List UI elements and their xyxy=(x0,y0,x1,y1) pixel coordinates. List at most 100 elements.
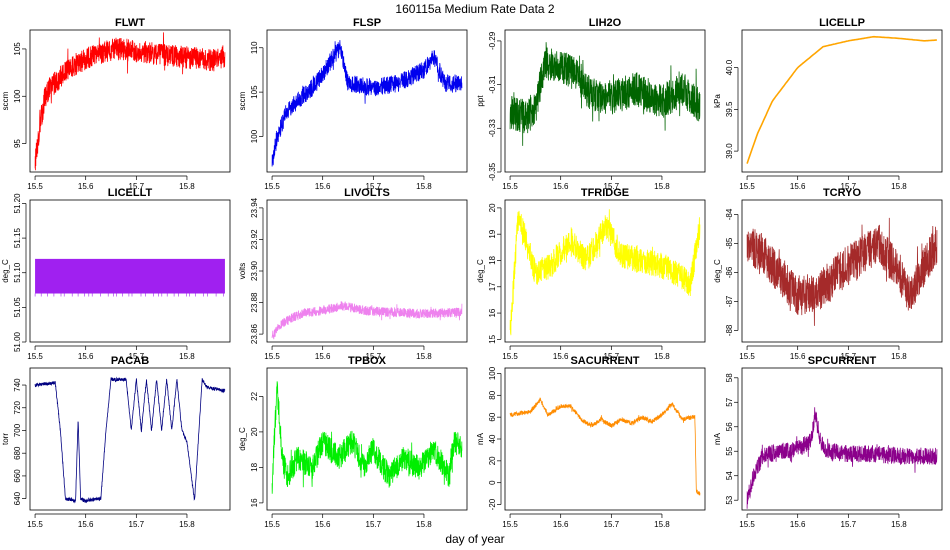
panel-title: SACURRENT xyxy=(570,355,639,367)
y-axis-label: deg_C xyxy=(1,259,10,283)
x-tick-label: 15.8 xyxy=(891,182,907,191)
y-tick-label: 23.88 xyxy=(250,292,259,313)
x-tick-label: 15.7 xyxy=(366,182,382,191)
plot-frame xyxy=(741,29,943,173)
panel-lih2o: LIH2O 15.5 15.6 15.7 15.8 -0.35 -0.33 -0.31 -0.2… xyxy=(476,17,706,191)
x-tick-label: 15.5 xyxy=(264,520,280,529)
figure-title: 160115a Medium Rate Data 2 xyxy=(395,2,555,16)
y-tick-label: -86 xyxy=(725,266,734,278)
x-tick-label: 15.8 xyxy=(654,352,670,361)
x-tick-label: 15.6 xyxy=(553,182,569,191)
y-tick-label: 39.0 xyxy=(725,143,734,159)
y-axis-label: mA xyxy=(713,432,722,445)
y-tick-label: 56 xyxy=(725,422,734,431)
y-tick-label: 39.5 xyxy=(725,101,734,117)
x-tick-label: 15.8 xyxy=(891,352,907,361)
data-line-licellp xyxy=(746,35,937,164)
plot-frame xyxy=(504,199,706,343)
panel-flsp: FLSP 15.5 15.6 15.7 15.8 100 105 110 sccm xyxy=(238,17,468,191)
y-tick-label: 20 xyxy=(488,456,497,465)
plot-frame xyxy=(266,367,468,511)
x-tick-label: 15.7 xyxy=(604,352,620,361)
y-tick-label: -20 xyxy=(488,498,497,510)
y-tick-label: 100 xyxy=(488,366,497,380)
panel-title: PACAB xyxy=(111,355,149,367)
x-tick-label: 15.6 xyxy=(790,520,806,529)
data-line-livolts xyxy=(271,301,463,340)
panel-flwt: FLWT 15.5 15.6 15.7 15.8 95 100 105 sccm xyxy=(1,17,231,191)
x-tick-label: 15.6 xyxy=(78,352,94,361)
x-tick-label: 15.7 xyxy=(366,520,382,529)
x-tick-label: 15.7 xyxy=(604,182,620,191)
panel-tpbox: TPBOX 15.5 15.6 15.7 15.8 16 18 20 22 deg_C xyxy=(238,355,468,529)
x-tick-label: 15.5 xyxy=(739,182,755,191)
panel-tcryo: TCRYO 15.5 15.6 15.7 15.8 -88 -87 -86 -85 -84 deg_… xyxy=(713,187,943,361)
y-tick-label: 60 xyxy=(488,412,497,421)
plot-frame xyxy=(266,199,468,343)
y-tick-label: 53 xyxy=(725,495,734,504)
plot-frame xyxy=(266,29,468,173)
panel-tfridge: TFRIDGE 15.5 15.6 15.7 15.8 15 16 17 18 19 20 deg_C xyxy=(476,187,706,361)
y-axis-label: ppt xyxy=(476,95,485,107)
y-tick-label: 16 xyxy=(250,498,259,507)
data-line-pacab xyxy=(34,376,226,504)
x-tick-label: 15.8 xyxy=(416,182,432,191)
data-line-tpbox xyxy=(271,381,463,494)
y-tick-label: 100 xyxy=(250,129,259,143)
y-tick-label: 740 xyxy=(13,378,22,392)
panel-licellt: LICELLT 15.5 15.6 15.7 15.8 51.00 51.05 51.10 51… xyxy=(1,187,231,361)
y-tick-label: 51.05 xyxy=(13,297,22,318)
y-tick-label: 95 xyxy=(13,139,22,148)
panel-spcurrent: SPCURRENT 15.5 15.6 15.7 15.8 53 54 55 56 57 58 mA xyxy=(713,355,943,529)
panel-livolts: LIVOLTS 15.5 15.6 15.7 15.8 23.86 23.88 23.90 23… xyxy=(238,187,468,361)
x-tick-label: 15.6 xyxy=(553,520,569,529)
y-axis-label: mA xyxy=(476,432,485,445)
y-tick-label: -0.29 xyxy=(488,31,497,50)
y-tick-label: 18 xyxy=(250,462,259,471)
panel-title: FLWT xyxy=(115,17,145,29)
x-tick-label: 15.6 xyxy=(78,520,94,529)
y-tick-label: 51.20 xyxy=(13,193,22,214)
data-line-lih2o xyxy=(509,42,701,146)
plot-frame xyxy=(29,29,231,173)
plot-frame xyxy=(504,367,706,511)
panel-title: TFRIDGE xyxy=(581,187,629,199)
y-tick-label: 105 xyxy=(250,85,259,99)
x-tick-label: 15.8 xyxy=(179,182,195,191)
x-tick-label: 15.5 xyxy=(739,352,755,361)
y-tick-label: 51.00 xyxy=(13,331,22,352)
y-tick-label: 51.10 xyxy=(13,262,22,283)
y-tick-label: 40.0 xyxy=(725,59,734,75)
x-tick-label: 15.7 xyxy=(841,352,857,361)
y-axis-label: kPa xyxy=(713,94,722,108)
x-tick-label: 15.7 xyxy=(604,520,620,529)
x-tick-label: 15.7 xyxy=(129,352,145,361)
x-tick-label: 15.5 xyxy=(264,182,280,191)
y-axis-label: deg_C xyxy=(476,259,485,283)
y-tick-label: 51.15 xyxy=(13,228,22,249)
y-tick-label: 18 xyxy=(488,255,497,264)
panel-pacab: PACAB 15.5 15.6 15.7 15.8 640 660 680 700 720 740 t… xyxy=(1,355,231,529)
y-tick-label: -87 xyxy=(725,295,734,307)
y-tick-label: 660 xyxy=(13,469,22,483)
y-tick-label: 640 xyxy=(13,491,22,505)
panel-title: TPBOX xyxy=(348,355,387,367)
y-tick-label: 15 xyxy=(488,334,497,343)
y-tick-label: 23.94 xyxy=(250,197,259,218)
x-tick-label: 15.6 xyxy=(790,182,806,191)
x-tick-label: 15.7 xyxy=(129,182,145,191)
x-tick-label: 15.5 xyxy=(264,352,280,361)
data-line-spcurrent xyxy=(746,407,938,509)
x-tick-label: 15.7 xyxy=(841,520,857,529)
y-axis-label: volts xyxy=(238,263,247,279)
y-axis-label: sccm xyxy=(238,91,247,110)
y-tick-label: 55 xyxy=(725,446,734,455)
x-tick-label: 15.6 xyxy=(315,182,331,191)
y-tick-label: 23.92 xyxy=(250,229,259,250)
y-tick-label: -0.35 xyxy=(488,162,497,181)
y-axis-label: sccm xyxy=(1,91,10,110)
panel-title: TCRYO xyxy=(823,187,862,199)
x-tick-label: 15.7 xyxy=(366,352,382,361)
x-tick-label: 15.5 xyxy=(27,182,43,191)
